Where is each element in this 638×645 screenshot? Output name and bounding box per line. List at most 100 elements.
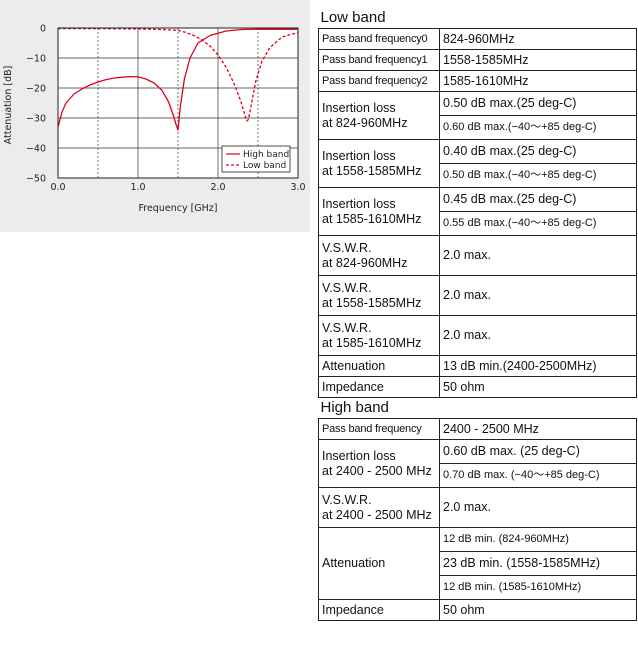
legend: High band Low band: [221, 145, 291, 173]
param-cell: Impedance: [318, 599, 440, 621]
value-cell: 2400 - 2500 MHz: [439, 418, 637, 440]
param-cell: V.S.W.R. at 2400 - 2500 MHz: [318, 487, 440, 528]
series-line-low-band: [58, 27, 299, 122]
value-cell: 0.45 dB max.(25 deg-C): [439, 187, 637, 212]
value-cell: 50 ohm: [439, 376, 637, 398]
value-cell: 2.0 max.: [439, 275, 637, 316]
param-cell: Insertion loss at 1558-1585MHz: [318, 139, 440, 188]
table-row: Insertion loss at 2400 - 2500 MHz 0.60 dB…: [318, 439, 637, 488]
param-line: at 2400 - 2500 MHz: [322, 463, 432, 478]
table-row: Attenuation 13 dB min.(2400-2500MHz): [318, 355, 637, 377]
value-cell: 12 dB min. (1585-1610MHz): [439, 575, 637, 600]
value-cell: 1558-1585MHz: [439, 49, 637, 71]
value-cell: 2.0 max.: [439, 235, 637, 276]
value-cell: 2.0 max.: [439, 315, 637, 356]
param-line: Insertion loss: [322, 100, 396, 115]
value-cell: 0.55 dB max.(−40～+85 deg-C): [439, 211, 637, 236]
value-cell: 50 ohm: [439, 599, 637, 621]
table-row: Insertion loss at 824-960MHz 0.50 dB max.…: [318, 91, 637, 140]
param-cell: Insertion loss at 2400 - 2500 MHz: [318, 439, 440, 488]
value-cell: 0.70 dB max. (−40～+85 deg-C): [439, 463, 637, 488]
table-row: Pass band frequency1 1558-1585MHz: [318, 49, 637, 71]
param-line: Insertion loss: [322, 196, 396, 211]
x-tick-label: 2.0: [210, 182, 225, 193]
param-line: at 1585-1610MHz: [322, 211, 422, 226]
plot-frame: [57, 27, 299, 179]
y-tick-label: −20: [26, 84, 46, 95]
param-cell: Insertion loss at 824-960MHz: [318, 91, 440, 140]
table-row: Impedance 50 ohm: [318, 376, 637, 398]
y-tick-label: 0: [40, 24, 46, 35]
param-line: V.S.W.R.: [322, 240, 372, 255]
section-heading-high-band: High band: [318, 397, 637, 419]
spec-table: Low band Pass band frequency0 824-960MHz…: [318, 8, 637, 621]
section-row: Low band: [318, 8, 637, 29]
y-tick-label: −50: [26, 174, 46, 185]
param-line: at 824-960MHz: [322, 255, 408, 270]
table-row: Insertion loss at 1558-1585MHz 0.40 dB ma…: [318, 139, 637, 188]
param-cell: Pass band frequency1: [318, 49, 440, 71]
x-tick-label: 0.0: [50, 182, 65, 193]
x-tick-label: 3.0: [290, 182, 305, 193]
y-tick-label: −10: [26, 54, 46, 65]
param-cell: Attenuation: [318, 355, 440, 377]
param-cell: V.S.W.R. at 1558-1585MHz: [318, 275, 440, 316]
param-line: at 1558-1585MHz: [322, 163, 422, 178]
param-cell: V.S.W.R. at 1585-1610MHz: [318, 315, 440, 356]
legend-low-band-label: Low band: [243, 161, 286, 171]
table-row: V.S.W.R. at 824-960MHz 2.0 max.: [318, 235, 637, 276]
value-cell: 13 dB min.(2400-2500MHz): [439, 355, 637, 377]
value-cell: 824-960MHz: [439, 28, 637, 50]
param-line: V.S.W.R.: [322, 320, 372, 335]
param-cell: Pass band frequency2: [318, 70, 440, 92]
legend-box: [221, 145, 291, 173]
param-cell: Pass band frequency0: [318, 28, 440, 50]
param-line: at 2400 - 2500 MHz: [322, 507, 432, 522]
param-line: Insertion loss: [322, 148, 396, 163]
section-heading-low-band: Low band: [318, 8, 637, 29]
value-cell: 12 dB min. (824-960MHz): [439, 527, 637, 552]
param-line: Insertion loss: [322, 448, 396, 463]
value-cell: 0.40 dB max.(25 deg-C): [439, 139, 637, 164]
param-line: at 1585-1610MHz: [322, 335, 422, 350]
table-row: V.S.W.R. at 1558-1585MHz 2.0 max.: [318, 275, 637, 316]
attenuation-chart: 0.0 1.0 2.0 3.0 0 −10 −20 −30 −40 −50 Frequency […: [3, 24, 306, 215]
table-row: Pass band frequency 2400 - 2500 MHz: [318, 418, 637, 440]
table-row: Pass band frequency2 1585-1610MHz: [318, 70, 637, 92]
x-axis-label: Frequency [GHz]: [138, 203, 217, 214]
chart-panel: 0.0 1.0 2.0 3.0 0 −10 −20 −30 −40 −50 Frequency […: [0, 0, 310, 232]
table-row: V.S.W.R. at 1585-1610MHz 2.0 max.: [318, 315, 637, 356]
section-row: High band: [318, 397, 637, 419]
value-cell: 0.50 dB max.(−40～+85 deg-C): [439, 163, 637, 188]
table-row: 0.70 dB max. (−40～+85 deg-C): [319, 463, 637, 488]
param-cell: V.S.W.R. at 824-960MHz: [318, 235, 440, 276]
table-row: Impedance 50 ohm: [318, 599, 637, 621]
y-tick-label: −40: [26, 144, 46, 155]
value-cell: 2.0 max.: [439, 487, 637, 528]
param-cell: Insertion loss at 1585-1610MHz: [318, 187, 440, 236]
param-line: at 1558-1585MHz: [322, 295, 422, 310]
table-row: V.S.W.R. at 2400 - 2500 MHz 2.0 max.: [318, 487, 637, 528]
value-cell: 1585-1610MHz: [439, 70, 637, 92]
value-cell: 23 dB min. (1558-1585MHz): [439, 551, 637, 576]
table-row: Pass band frequency0 824-960MHz: [318, 28, 637, 50]
table-row: Insertion loss at 1585-1610MHz 0.45 dB ma…: [318, 187, 637, 236]
param-cell: Impedance: [318, 376, 440, 398]
legend-high-band-label: High band: [243, 150, 289, 160]
param-cell: Pass band frequency: [318, 418, 440, 440]
table-row: 0.50 dB max.(−40～+85 deg-C): [319, 163, 637, 188]
table-row: 12 dB min. (1585-1610MHz): [319, 575, 637, 600]
y-axis-label: Attenuation [dB]: [3, 66, 14, 145]
param-line: V.S.W.R.: [322, 280, 372, 295]
value-cell: 0.50 dB max.(25 deg-C): [439, 91, 637, 116]
x-tick-label: 1.0: [130, 182, 145, 193]
value-cell: 0.60 dB max.(−40～+85 deg-C): [439, 115, 637, 140]
table-row: Attenuation 12 dB min. (824-960MHz): [318, 527, 637, 600]
param-line: at 824-960MHz: [322, 115, 408, 130]
param-line: V.S.W.R.: [322, 492, 372, 507]
table-row: 23 dB min. (1558-1585MHz): [319, 551, 637, 576]
value-cell: 0.60 dB max. (25 deg-C): [439, 439, 637, 464]
series-line-high-band: [57, 28, 298, 131]
param-cell: Attenuation: [318, 527, 440, 600]
y-tick-label: −30: [26, 114, 46, 125]
